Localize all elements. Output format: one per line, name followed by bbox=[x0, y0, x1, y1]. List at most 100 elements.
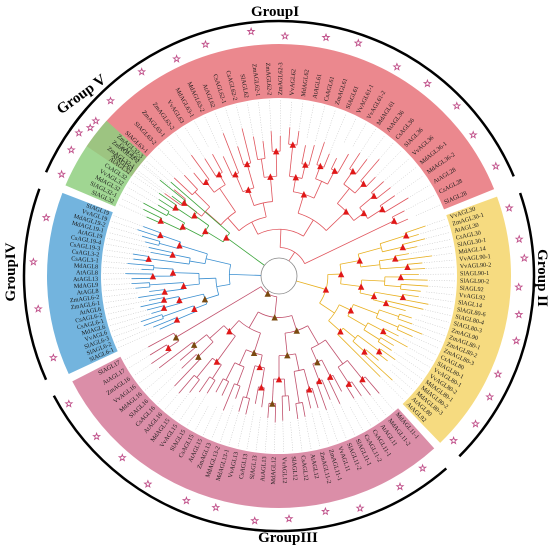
branch bbox=[406, 233, 419, 239]
leaf-connector bbox=[392, 364, 418, 385]
branch bbox=[143, 209, 162, 219]
branch bbox=[175, 207, 193, 219]
branch bbox=[160, 234, 181, 243]
branch bbox=[189, 379, 200, 393]
branch bbox=[407, 268, 426, 270]
branch bbox=[308, 144, 315, 166]
leaf-connector bbox=[321, 109, 336, 150]
leaf-connector bbox=[388, 376, 409, 396]
leaf-connector bbox=[225, 108, 238, 147]
branch bbox=[151, 350, 171, 365]
leaf-connector bbox=[397, 194, 436, 215]
leaf-connector bbox=[186, 394, 207, 427]
node-triangle bbox=[264, 290, 271, 297]
node-triangle bbox=[300, 191, 308, 198]
branch bbox=[191, 154, 210, 180]
star-marker bbox=[519, 253, 529, 263]
leaf-connector bbox=[171, 385, 195, 416]
node-triangle bbox=[250, 349, 258, 357]
leaf-connector bbox=[354, 398, 372, 427]
branch bbox=[162, 305, 194, 317]
branch bbox=[377, 352, 388, 362]
branch bbox=[328, 320, 341, 332]
branch bbox=[321, 379, 331, 400]
branch bbox=[380, 348, 396, 361]
star-marker bbox=[41, 212, 51, 222]
branch bbox=[359, 292, 375, 297]
leaf-connector bbox=[104, 249, 138, 255]
node-triangle bbox=[201, 295, 209, 303]
leaf-label: SlAGL92 bbox=[459, 285, 483, 294]
branch bbox=[396, 329, 413, 337]
branch bbox=[140, 301, 165, 308]
group-arcs bbox=[22, 19, 536, 533]
leaf-label: VvAGL92 bbox=[459, 292, 486, 302]
leaf-label: SlAGL12 bbox=[290, 456, 299, 481]
leaf-label: CsAGL13 bbox=[238, 453, 250, 479]
star-marker bbox=[355, 503, 365, 513]
star-marker bbox=[392, 62, 402, 71]
leaf-connector bbox=[349, 407, 364, 431]
leaf-connector bbox=[328, 113, 347, 155]
leaf-label: SlAGL30-1 bbox=[457, 237, 487, 249]
branch bbox=[302, 402, 306, 417]
node-triangle bbox=[337, 270, 345, 278]
leaf-connector bbox=[111, 320, 144, 332]
branch bbox=[198, 376, 211, 393]
branch bbox=[400, 283, 429, 287]
node-triangle bbox=[275, 375, 283, 383]
leaf-label: CsAGL3-2 bbox=[71, 248, 99, 258]
star-marker bbox=[211, 502, 221, 512]
leaf-connector bbox=[306, 103, 315, 138]
branch bbox=[371, 181, 384, 193]
branch bbox=[215, 378, 224, 393]
leaf-connector bbox=[110, 313, 150, 326]
leaf-connector bbox=[108, 309, 149, 321]
branch bbox=[184, 174, 198, 190]
branch bbox=[216, 283, 231, 287]
branch bbox=[407, 262, 423, 265]
star-marker bbox=[85, 123, 95, 132]
group-sector-III bbox=[72, 356, 435, 508]
star-marker bbox=[491, 161, 501, 171]
leaf-connector bbox=[331, 402, 347, 439]
branch bbox=[133, 258, 149, 262]
leaf-connector bbox=[381, 157, 410, 184]
group-title-IV: GroupIV bbox=[3, 242, 19, 301]
node-triangle bbox=[402, 232, 410, 239]
branch bbox=[183, 283, 200, 287]
branch bbox=[381, 332, 408, 348]
branch bbox=[212, 154, 223, 173]
branch bbox=[206, 380, 216, 394]
branch bbox=[349, 152, 361, 170]
node-triangle bbox=[181, 199, 188, 206]
branch bbox=[198, 341, 214, 357]
star-marker bbox=[66, 145, 76, 154]
branch bbox=[310, 348, 318, 363]
branch bbox=[229, 274, 262, 276]
branch bbox=[359, 381, 371, 396]
branch bbox=[357, 334, 380, 352]
star-marker bbox=[422, 78, 432, 88]
branch bbox=[373, 299, 387, 304]
branch bbox=[145, 241, 159, 246]
branch bbox=[365, 349, 379, 361]
leaf-connector bbox=[344, 117, 357, 143]
star-marker bbox=[181, 495, 191, 505]
branch bbox=[293, 371, 300, 404]
node-triangle bbox=[370, 192, 378, 199]
leaf-connector bbox=[142, 163, 171, 187]
branch bbox=[170, 181, 230, 234]
node-triangle bbox=[245, 186, 252, 193]
branch bbox=[140, 314, 163, 322]
node-triangle bbox=[169, 251, 176, 258]
leaf-connector bbox=[409, 335, 440, 349]
branch bbox=[355, 159, 368, 174]
branch bbox=[376, 187, 391, 200]
branch bbox=[403, 294, 419, 298]
branch bbox=[325, 211, 347, 231]
group-sector-I bbox=[86, 44, 495, 210]
branch bbox=[367, 322, 384, 332]
leaf-connector bbox=[104, 297, 137, 303]
branch bbox=[279, 229, 282, 248]
